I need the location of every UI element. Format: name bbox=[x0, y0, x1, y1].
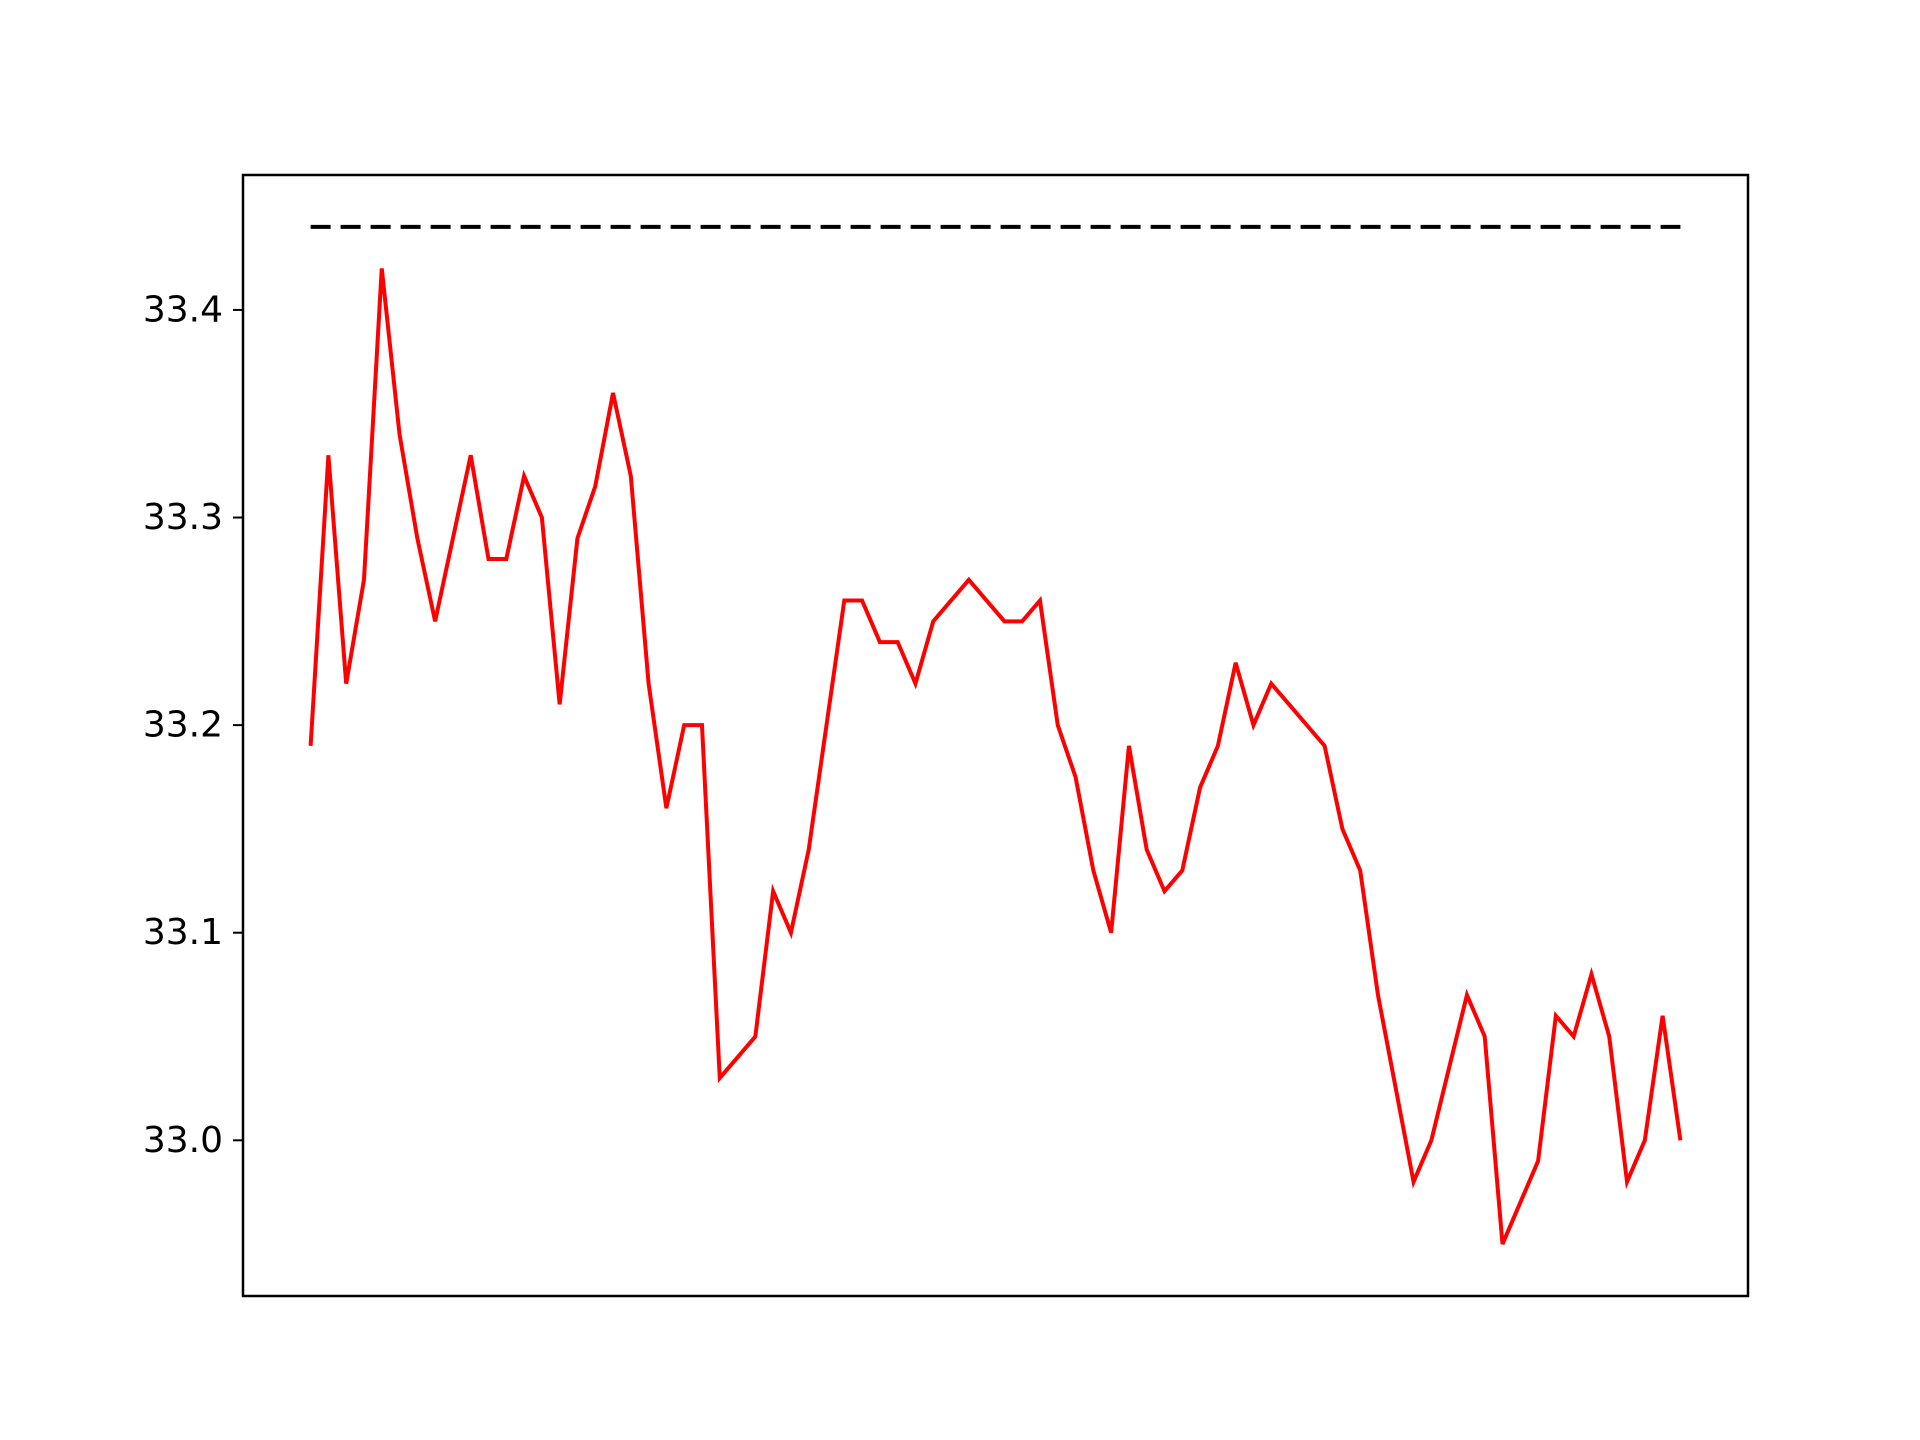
plot-area bbox=[308, 224, 1683, 1245]
y-axis: 33.0 33.1 33.2 33.3 33.4 bbox=[143, 289, 243, 1161]
series-line-red bbox=[308, 268, 1683, 1245]
y-tick-label: 33.2 bbox=[143, 705, 223, 746]
axes-frame bbox=[241, 173, 1750, 1298]
y-tick-label: 33.3 bbox=[143, 497, 223, 538]
y-tick-label: 33.0 bbox=[143, 1120, 223, 1161]
y-tick-label: 33.1 bbox=[143, 912, 223, 953]
y-tick-label: 33.4 bbox=[143, 289, 223, 330]
